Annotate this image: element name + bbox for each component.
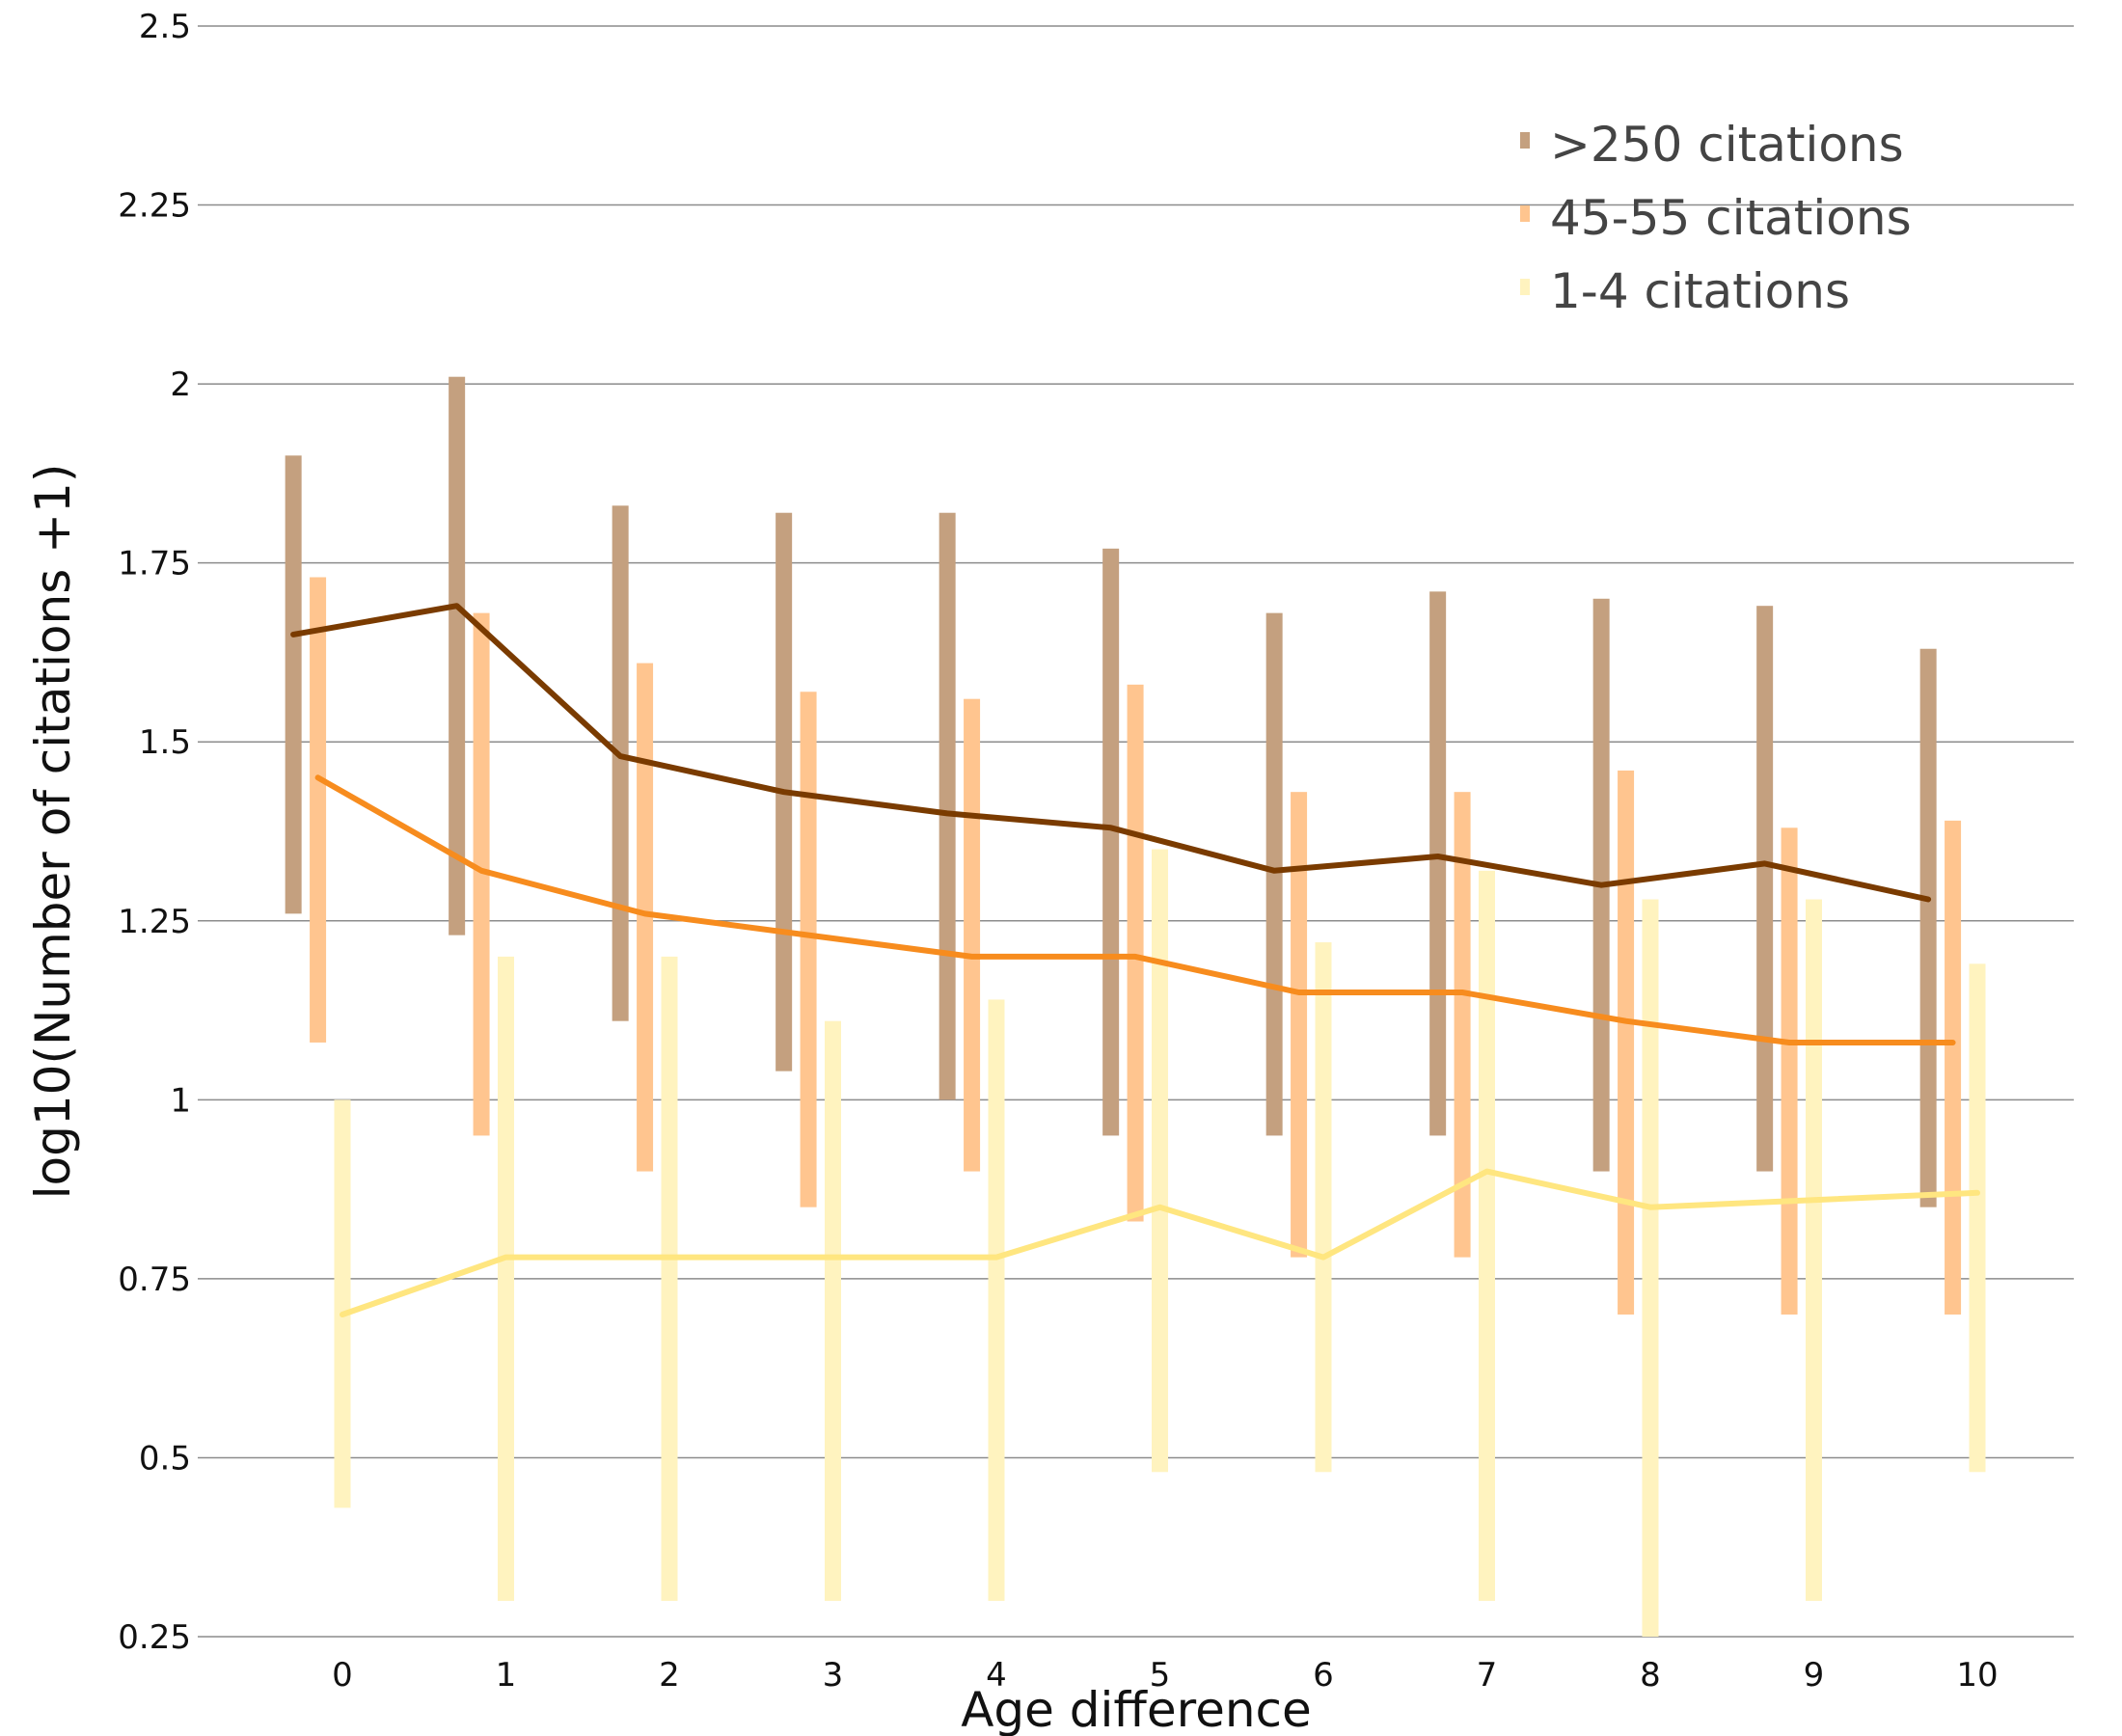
error-bar <box>1265 612 1283 1136</box>
error-bar <box>1969 963 1986 1473</box>
legend-entry: >250 citations <box>1550 117 1904 173</box>
x-tick-labels: 0 1 2 3 4 5 6 7 8 9 10 <box>332 1656 1998 1695</box>
error-bar <box>1454 792 1471 1258</box>
error-bar <box>1291 792 1308 1258</box>
x-tick-label: 4 <box>986 1656 1007 1695</box>
legend-entry: 1-4 citations <box>1550 263 1850 319</box>
error-bar <box>1618 770 1635 1315</box>
y-tick-labels: 0.25 0.5 0.75 1 1.25 1.5 1.75 2 2.25 2.5 <box>118 8 191 1657</box>
error-bar <box>939 512 956 1100</box>
y-tick-label: 1.25 <box>118 903 191 941</box>
error-bar <box>1806 899 1822 1601</box>
error-bar <box>661 956 678 1601</box>
y-tick-label: 2.25 <box>118 187 191 226</box>
y-axis-title: log10(Number of citations +1) <box>25 464 81 1200</box>
legend-entry: 45-55 citations <box>1550 190 1912 246</box>
error-bar <box>1315 942 1332 1473</box>
error-bar <box>334 1099 351 1508</box>
error-bar <box>285 455 302 914</box>
series-line <box>340 1168 1980 1317</box>
error-bar <box>1102 548 1120 1136</box>
error-bar <box>964 698 981 1172</box>
x-tick-label: 6 <box>1313 1656 1334 1695</box>
y-tick-label: 0.25 <box>118 1618 191 1657</box>
x-tick-label: 8 <box>1640 1656 1661 1695</box>
error-bar <box>1479 870 1495 1601</box>
x-tick-label: 3 <box>823 1656 844 1695</box>
error-bar <box>612 505 629 1021</box>
y-tick-label: 0.75 <box>118 1261 191 1299</box>
error-bar <box>825 1020 841 1601</box>
legend-swatch <box>1520 279 1530 295</box>
x-tick-label: 9 <box>1804 1656 1825 1695</box>
y-tick-label: 1.5 <box>139 723 191 762</box>
series-line <box>314 774 1956 1045</box>
error-bar <box>498 956 514 1601</box>
error-bars <box>285 376 1986 1637</box>
error-bar <box>1127 684 1144 1222</box>
x-tick-label: 10 <box>1956 1656 1998 1695</box>
legend-swatch <box>1520 205 1530 222</box>
y-tick-label: 2.5 <box>139 8 191 46</box>
x-tick-label: 5 <box>1150 1656 1171 1695</box>
x-tick-label: 0 <box>332 1656 353 1695</box>
legend-swatch <box>1520 132 1530 149</box>
error-bar <box>1781 827 1798 1315</box>
series-line <box>290 603 1932 903</box>
y-tick-label: 2 <box>170 366 191 404</box>
error-bar <box>988 999 1005 1601</box>
error-bar <box>449 376 466 936</box>
error-bar <box>1945 820 1962 1315</box>
error-bar <box>310 577 327 1043</box>
y-tick-label: 1.75 <box>118 545 191 583</box>
x-tick-label: 7 <box>1477 1656 1498 1695</box>
error-bar <box>1642 899 1659 1637</box>
error-bar <box>800 692 817 1207</box>
x-tick-label: 1 <box>496 1656 517 1695</box>
x-axis-title: Age difference <box>961 1682 1312 1736</box>
error-bar <box>473 612 490 1136</box>
y-tick-label: 1 <box>170 1081 191 1120</box>
y-tick-label: 0.5 <box>139 1439 191 1478</box>
error-bar <box>1429 591 1447 1136</box>
error-bar <box>637 663 654 1172</box>
error-bar <box>1756 606 1774 1172</box>
error-bar <box>1919 648 1937 1207</box>
error-bar <box>1152 849 1168 1473</box>
legend: >250 citations 45-55 citations 1-4 citatio… <box>1520 117 1912 319</box>
series-lines <box>290 603 1980 1317</box>
x-tick-label: 2 <box>659 1656 680 1695</box>
